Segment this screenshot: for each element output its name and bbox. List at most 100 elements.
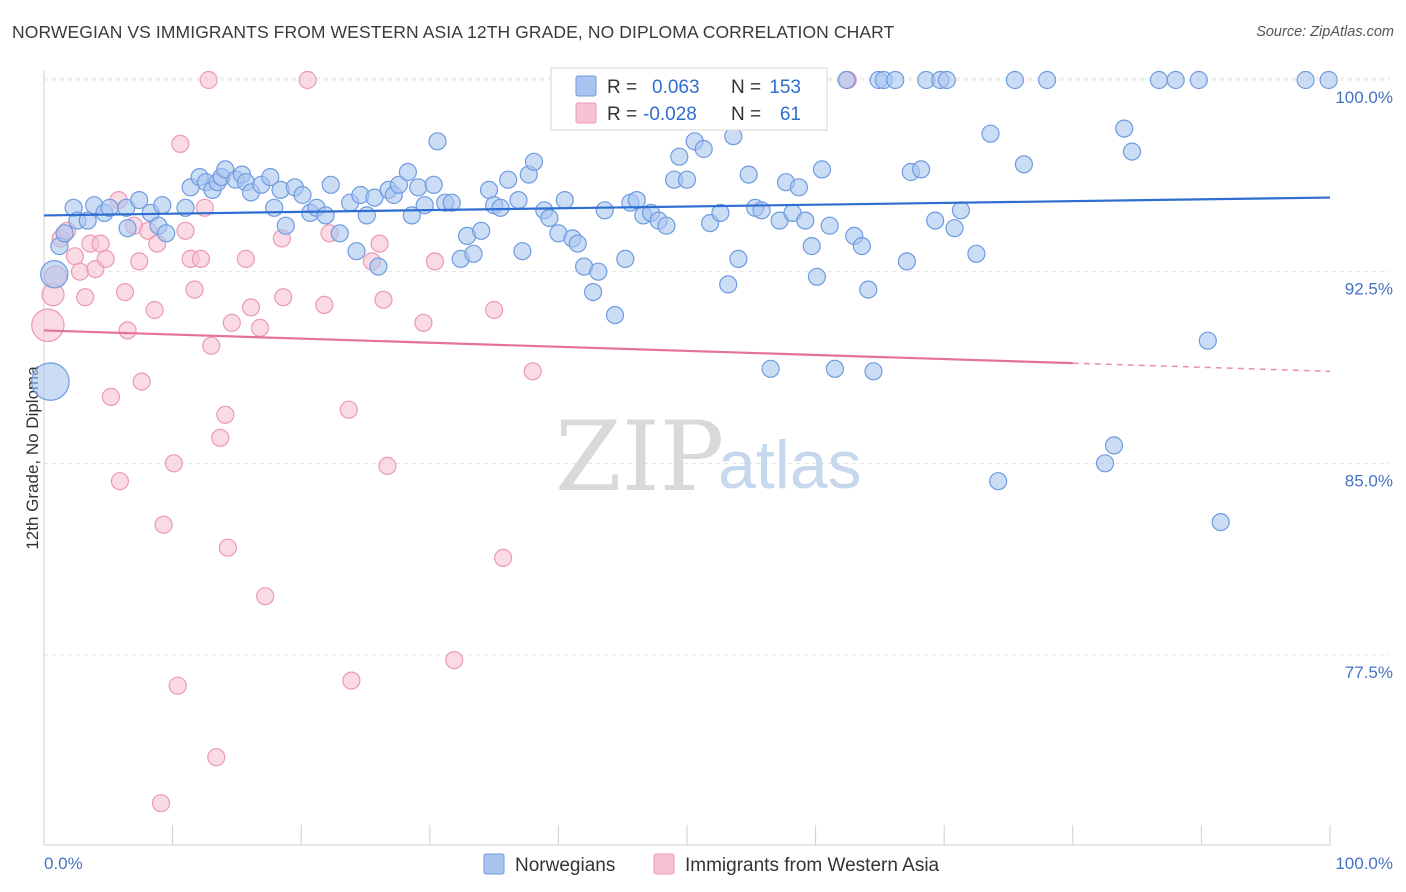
norwegians-point: [852, 237, 872, 256]
norwegians-point: [389, 175, 408, 194]
norwegians-point: [796, 211, 815, 230]
norwegians-point: [657, 216, 676, 235]
y-tick-labels: 100.0% 92.5% 85.0% 77.5%: [1335, 88, 1393, 682]
immigrants-point: [154, 515, 173, 534]
legend-box: [550, 67, 828, 131]
norwegians-point: [1149, 70, 1169, 90]
norwegians-point: [937, 70, 956, 90]
legend-n-label-1: N =: [731, 77, 761, 98]
norwegians-point: [589, 262, 608, 281]
immigrants-point: [236, 249, 255, 268]
norwegians-point: [176, 198, 195, 217]
norwegians-point: [595, 201, 614, 220]
immigrants-point: [250, 318, 270, 337]
immigrants-trend-line: [43, 329, 1073, 365]
immigrants-point: [222, 313, 241, 332]
immigrants-point: [315, 295, 334, 314]
bottom-legend-swatch-norwegians: [483, 853, 505, 875]
immigrants-point: [31, 308, 65, 343]
immigrants-point: [274, 288, 293, 307]
norwegians-point: [555, 191, 574, 210]
norwegians-point: [153, 196, 172, 215]
immigrants-point: [445, 650, 464, 670]
immigrants-point: [374, 290, 393, 309]
norwegians-point: [1319, 70, 1338, 90]
norwegians-point: [677, 170, 697, 189]
norwegians-point: [568, 234, 587, 253]
immigrants-point: [425, 252, 444, 271]
norwegians-point: [825, 359, 845, 378]
norwegians-point: [911, 160, 931, 179]
norwegians-point: [1014, 155, 1034, 174]
norwegians-point: [807, 267, 827, 286]
immigrants-point: [342, 671, 361, 690]
norwegians-point: [820, 216, 839, 235]
norwegians-point: [479, 180, 499, 199]
norwegians-point: [981, 124, 1000, 143]
immigrants-point: [485, 300, 504, 320]
norwegians-point: [499, 170, 518, 189]
immigrants-point: [168, 676, 187, 695]
immigrants-point: [115, 283, 135, 302]
y-tick-label: 85.0%: [1345, 471, 1393, 490]
norwegians-point: [540, 208, 559, 228]
immigrants-point: [202, 336, 221, 355]
norwegians-point: [802, 237, 821, 256]
immigrants-trend-extension: [1072, 362, 1331, 373]
norwegians-point: [261, 168, 280, 187]
norwegians-point: [157, 224, 176, 243]
norwegians-point: [1037, 70, 1057, 90]
immigrants-point: [151, 794, 171, 813]
norwegians-point: [1198, 331, 1217, 350]
immigrants-point: [65, 247, 85, 266]
trend-lines: [43, 196, 1331, 373]
norwegians-point: [1104, 436, 1124, 455]
norwegians-point: [1005, 70, 1025, 90]
watermark: ZIP atlas: [555, 401, 862, 513]
chart-title: NORWEGIAN VS IMMIGRANTS FROM WESTERN ASI…: [12, 22, 895, 42]
norwegians-point: [739, 165, 758, 184]
norwegians-point: [1115, 119, 1134, 138]
norwegians-point: [1166, 70, 1185, 90]
norwegians-point: [347, 242, 366, 261]
y-tick-label: 92.5%: [1345, 280, 1393, 299]
norwegians-point: [265, 198, 284, 217]
immigrants-point: [191, 249, 210, 268]
x-ticks: [43, 825, 1331, 845]
immigrants-point: [101, 387, 121, 406]
immigrants-point: [130, 252, 149, 271]
y-tick-label: 77.5%: [1345, 663, 1393, 682]
norwegians-point: [78, 211, 97, 230]
immigrants-point: [218, 538, 237, 557]
norwegians-point: [897, 252, 917, 271]
series-norwegians-points: [31, 70, 1338, 532]
norwegians-point: [1122, 142, 1142, 161]
norwegians-point: [428, 132, 447, 151]
series-legend: Norwegians Immigrants from Western Asia: [483, 853, 940, 876]
norwegians-point: [945, 219, 964, 238]
chart-source: Source: ZipAtlas.com: [1256, 24, 1394, 40]
norwegians-point: [118, 219, 137, 238]
norwegians-point: [951, 201, 971, 220]
immigrants-point: [145, 300, 164, 320]
bottom-legend-swatch-immigrants: [653, 853, 675, 875]
immigrants-point: [207, 748, 226, 767]
immigrants-point: [494, 548, 513, 568]
norwegians-point: [789, 178, 809, 197]
legend-r-value-1: 0.063: [652, 77, 700, 98]
norwegians-point: [926, 211, 945, 230]
norwegians-point: [719, 275, 738, 294]
legend-n-label-2: N =: [731, 104, 761, 125]
immigrants-point: [339, 400, 358, 419]
norwegians-trend-line: [43, 196, 1331, 217]
immigrants-point: [241, 298, 261, 317]
immigrants-point: [96, 249, 115, 268]
immigrants-point: [164, 454, 183, 473]
norwegians-point: [812, 160, 832, 179]
immigrants-point: [91, 234, 110, 253]
immigrants-point: [76, 288, 95, 307]
immigrants-point: [185, 280, 204, 299]
norwegians-point: [369, 257, 388, 276]
norwegians-point: [524, 152, 544, 171]
